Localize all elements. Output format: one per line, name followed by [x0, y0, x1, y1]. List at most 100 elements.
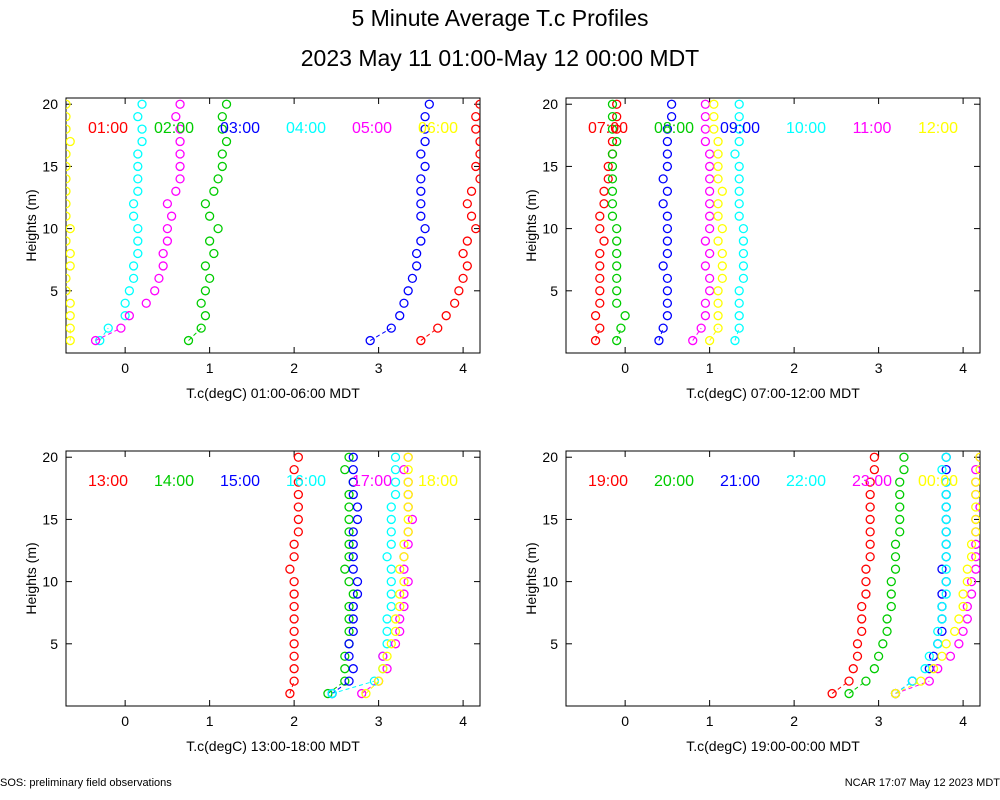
data-point: [865, 502, 875, 512]
data-point: [704, 149, 715, 159]
data-point: [128, 261, 139, 271]
data-point: [704, 161, 715, 172]
data-point: [666, 112, 677, 122]
data-point: [407, 273, 418, 284]
data-point: [133, 236, 143, 246]
data-point: [975, 465, 980, 475]
series-connector: [289, 680, 295, 694]
data-point: [403, 477, 413, 487]
data-point: [293, 527, 303, 537]
data-point: [133, 248, 143, 259]
data-point: [395, 626, 405, 637]
series-1900: [827, 452, 880, 699]
data-point: [890, 552, 901, 562]
x-tick-label: 4: [459, 713, 467, 729]
data-point: [382, 614, 392, 624]
series-connector: [420, 327, 439, 341]
data-point: [293, 477, 303, 487]
data-point: [66, 248, 75, 259]
data-point: [390, 614, 401, 624]
plot-frame: [565, 97, 981, 354]
legend-label: 10:00: [786, 120, 826, 137]
data-point: [971, 465, 980, 475]
data-point: [293, 489, 303, 500]
data-point: [700, 236, 711, 246]
data-point: [293, 514, 303, 525]
data-point: [403, 527, 413, 537]
y-tick-label: 20: [542, 449, 558, 465]
data-point: [209, 186, 219, 196]
data-point: [886, 589, 896, 599]
data-point: [204, 211, 215, 221]
data-point: [958, 626, 968, 637]
data-point: [407, 514, 418, 525]
legend-label: 03:00: [220, 120, 260, 137]
data-point: [827, 688, 837, 699]
data-point: [348, 626, 358, 637]
data-point: [612, 136, 622, 147]
plot-frame: [65, 97, 481, 354]
data-point: [882, 614, 892, 624]
x-tick-label: 3: [875, 713, 883, 729]
data-point: [662, 286, 673, 296]
data-point: [857, 601, 867, 612]
data-point: [662, 236, 673, 246]
data-point: [607, 186, 618, 196]
data-point: [599, 236, 609, 246]
data-point: [612, 273, 622, 284]
data-point: [941, 465, 951, 475]
series-0400: [95, 99, 147, 346]
data-point: [133, 174, 143, 184]
data-point: [607, 124, 618, 134]
data-point: [966, 589, 977, 599]
data-point: [895, 502, 905, 512]
data-point: [738, 223, 749, 234]
data-point: [941, 576, 951, 587]
data-point: [475, 149, 480, 159]
data-point: [709, 124, 719, 134]
data-point: [954, 639, 964, 649]
data-point: [654, 335, 664, 346]
data-point: [713, 199, 723, 209]
data-point: [327, 688, 337, 699]
data-point: [890, 539, 901, 549]
series-1100: [688, 99, 715, 346]
series-0800: [607, 99, 630, 346]
data-point: [390, 452, 401, 462]
y-tick-label: 15: [42, 511, 58, 527]
y-tick-label: 15: [542, 158, 558, 174]
data-point: [945, 651, 956, 661]
data-point: [713, 298, 723, 308]
data-point: [704, 199, 715, 209]
data-point: [599, 186, 609, 196]
data-point: [738, 248, 749, 259]
data-point: [348, 452, 358, 462]
data-point: [66, 236, 71, 246]
legend-label: 08:00: [654, 120, 694, 137]
data-point: [348, 614, 358, 624]
legend-label: 07:00: [588, 120, 628, 137]
data-point: [612, 124, 622, 134]
series-1500: [327, 452, 363, 699]
data-point: [466, 211, 477, 221]
data-point: [941, 502, 951, 512]
data-point: [450, 298, 460, 308]
series-connector: [895, 680, 922, 695]
data-point: [662, 186, 673, 196]
data-point: [709, 112, 719, 122]
data-point: [183, 335, 194, 346]
data-point: [128, 273, 139, 284]
data-point: [158, 261, 168, 271]
data-point: [340, 564, 350, 574]
data-point: [941, 477, 951, 487]
plot-frame: [65, 450, 481, 707]
data-point: [344, 601, 354, 612]
data-point: [713, 149, 723, 159]
legend-label: 22:00: [786, 473, 826, 490]
data-point: [865, 489, 875, 500]
data-point: [196, 298, 206, 308]
x-tick-label: 1: [706, 713, 714, 729]
data-point: [150, 286, 160, 296]
series-0900: [654, 99, 677, 346]
